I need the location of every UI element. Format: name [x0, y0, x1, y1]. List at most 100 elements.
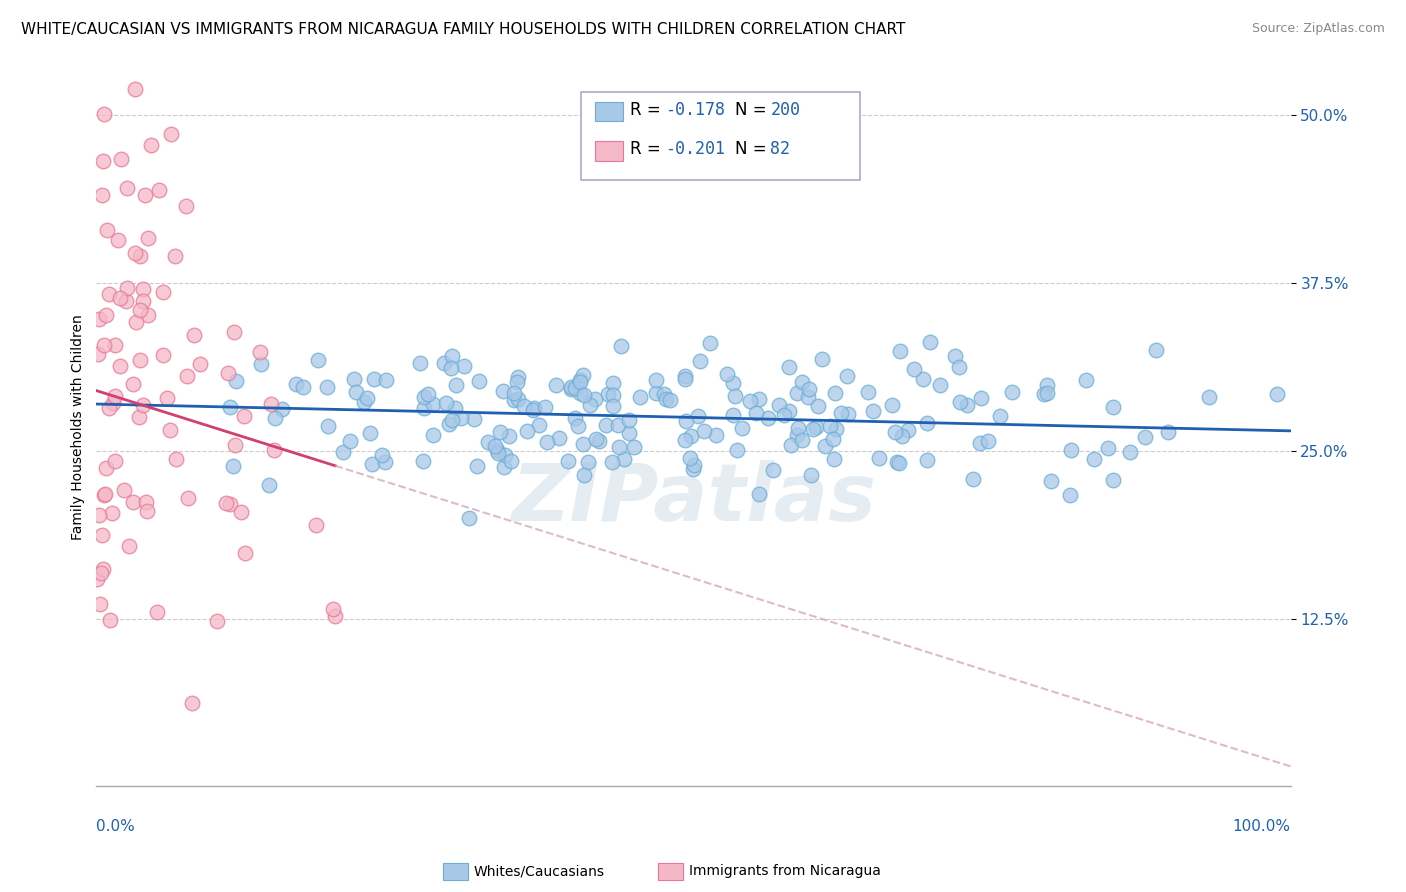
- Point: [323, 609, 346, 624]
- Point: [124, 81, 146, 95]
- Point: [724, 389, 747, 403]
- Point: [437, 417, 460, 432]
- Point: [619, 425, 641, 440]
- Point: [112, 483, 135, 497]
- Point: [229, 505, 252, 519]
- Point: [824, 385, 846, 400]
- Point: [1059, 443, 1081, 458]
- Point: [1198, 390, 1220, 404]
- Point: [263, 442, 285, 457]
- Point: [1102, 474, 1125, 488]
- Point: [810, 352, 832, 367]
- Point: [148, 183, 170, 197]
- Point: [494, 449, 516, 463]
- Point: [602, 376, 624, 390]
- Point: [800, 468, 823, 483]
- Point: [89, 597, 111, 611]
- Point: [613, 451, 636, 466]
- Point: [1119, 445, 1142, 459]
- Point: [780, 438, 803, 452]
- Point: [291, 380, 314, 394]
- Point: [534, 400, 557, 414]
- Point: [110, 153, 132, 167]
- Point: [897, 423, 920, 437]
- Text: -0.178: -0.178: [665, 101, 725, 119]
- Point: [316, 419, 339, 434]
- Point: [104, 454, 127, 468]
- Point: [110, 359, 132, 373]
- Point: [339, 434, 361, 448]
- Point: [322, 602, 344, 616]
- Point: [790, 375, 813, 389]
- Point: [786, 386, 808, 401]
- Point: [943, 349, 966, 363]
- Point: [688, 409, 710, 423]
- Point: [422, 397, 444, 411]
- Point: [689, 353, 711, 368]
- Point: [363, 371, 385, 385]
- Point: [824, 422, 846, 436]
- Point: [134, 188, 156, 202]
- Point: [98, 401, 121, 416]
- Point: [748, 392, 770, 406]
- Point: [681, 429, 703, 443]
- Point: [91, 188, 114, 202]
- Point: [659, 393, 682, 408]
- Point: [889, 343, 911, 358]
- Point: [250, 357, 273, 371]
- Point: [285, 377, 308, 392]
- Point: [219, 497, 242, 511]
- Point: [977, 434, 1000, 449]
- Point: [1083, 452, 1105, 467]
- Point: [513, 399, 536, 413]
- Point: [673, 369, 696, 384]
- Point: [693, 424, 716, 438]
- Point: [990, 409, 1012, 423]
- Point: [124, 315, 146, 329]
- Point: [94, 487, 117, 501]
- Point: [176, 198, 198, 212]
- Point: [560, 380, 582, 394]
- Point: [159, 423, 181, 437]
- Point: [679, 451, 702, 466]
- Point: [264, 411, 287, 425]
- Point: [215, 496, 238, 510]
- Point: [544, 378, 567, 392]
- Point: [152, 285, 174, 299]
- Point: [356, 391, 378, 405]
- Point: [422, 428, 444, 442]
- Point: [804, 420, 827, 434]
- Point: [353, 395, 375, 409]
- Point: [359, 426, 381, 441]
- Point: [835, 368, 858, 383]
- Point: [316, 380, 339, 394]
- Point: [93, 107, 115, 121]
- Point: [412, 454, 434, 468]
- Point: [569, 375, 592, 389]
- Point: [1102, 400, 1125, 414]
- Point: [576, 454, 599, 468]
- Point: [523, 401, 546, 416]
- Point: [572, 368, 595, 383]
- Point: [1001, 384, 1024, 399]
- Point: [821, 432, 844, 446]
- Point: [915, 453, 938, 467]
- Point: [652, 387, 675, 401]
- Point: [814, 439, 837, 453]
- Point: [108, 291, 131, 305]
- Point: [619, 413, 641, 427]
- Point: [522, 403, 544, 417]
- Point: [886, 455, 908, 469]
- Point: [731, 420, 754, 434]
- Point: [131, 293, 153, 308]
- Point: [118, 539, 141, 553]
- Point: [569, 373, 592, 387]
- Point: [596, 387, 619, 401]
- Point: [271, 401, 294, 416]
- Point: [747, 487, 769, 501]
- Point: [1032, 387, 1054, 401]
- Point: [183, 328, 205, 343]
- Point: [135, 504, 157, 518]
- Point: [1157, 425, 1180, 439]
- Point: [756, 410, 779, 425]
